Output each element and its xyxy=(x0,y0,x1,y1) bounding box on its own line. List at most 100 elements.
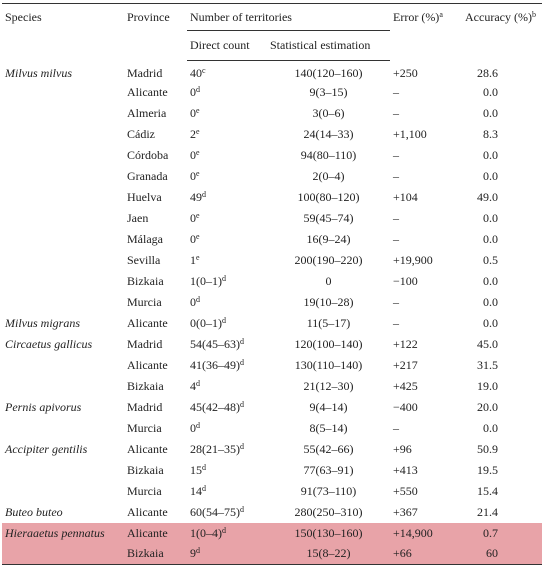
direct-count-cell: 60(54–75)d xyxy=(187,502,267,523)
species-cell xyxy=(2,292,124,313)
accuracy-cell: 28.6 xyxy=(477,65,498,80)
species-cell: Hieraaetus pennatus xyxy=(2,522,124,544)
accuracy-cell: 21.4 xyxy=(477,504,498,519)
direct-count-note: d xyxy=(240,504,244,514)
accuracy-cell: 0.0 xyxy=(483,168,498,183)
estimation-cell: 15(8–22) xyxy=(267,543,390,565)
province-cell: Murcia xyxy=(127,483,162,498)
error-cell: – xyxy=(393,420,399,435)
direct-count-cell: 0e xyxy=(187,208,267,229)
province-cell: Cádiz xyxy=(127,126,155,141)
estimation-cell: 280(250–310) xyxy=(294,504,363,519)
estimation-cell: 8(5–14) xyxy=(309,420,348,435)
species-cell xyxy=(2,166,124,187)
table-row: Murcia 0d 19(10–28) – 0.0 xyxy=(2,292,542,313)
table-row: Milvus milvus Madrid 40c 140(120–160) +250 28… xyxy=(2,61,542,82)
species-cell: Pernis apivorus xyxy=(5,399,82,414)
direct-count: 0 xyxy=(190,210,196,225)
direct-count: 40 xyxy=(190,65,202,80)
direct-count: 2 xyxy=(190,126,196,141)
error-cell: −400 xyxy=(393,399,418,414)
province-cell: Bizkaia xyxy=(124,543,187,565)
species-cell: Buteo buteo xyxy=(5,504,63,519)
table-row: Córdoba 0e 94(80–110) – 0.0 xyxy=(2,145,542,166)
table-row: Bizkaia 15d 77(63–91) +413 19.5 xyxy=(2,460,542,481)
direct-count-note: d xyxy=(240,441,244,451)
direct-count: 28(21–35) xyxy=(190,441,240,456)
direct-count-cell: 45(42–48)d xyxy=(187,397,267,418)
direct-count: 60(54–75) xyxy=(190,504,240,519)
table-row: Accipiter gentilis Alicante 28(21–35)d 55(4… xyxy=(2,439,542,460)
header-accuracy-note: b xyxy=(531,10,536,19)
table-row: Granada 0e 2(0–4) – 0.0 xyxy=(2,166,542,187)
direct-count-note: d xyxy=(196,546,200,556)
error-cell: +217 xyxy=(393,357,418,372)
direct-count-note: d xyxy=(240,357,244,367)
province-cell: Huelva xyxy=(127,189,162,204)
direct-count: 15 xyxy=(190,462,202,477)
accuracy-cell: 0.0 xyxy=(483,315,498,330)
error-cell: +14,900 xyxy=(390,522,462,544)
estimation-cell: 91(73–110) xyxy=(300,483,357,498)
direct-count: 49 xyxy=(190,189,202,204)
province-cell: Bizkaia xyxy=(127,462,164,477)
province-cell: Málaga xyxy=(127,231,163,246)
direct-count-note: d xyxy=(196,84,200,94)
estimation-cell: 100(80–120) xyxy=(297,189,360,204)
table-row: Jaen 0e 59(45–74) – 0.0 xyxy=(2,208,542,229)
accuracy-cell: 0.0 xyxy=(483,105,498,120)
header-direct: Direct count xyxy=(187,30,267,61)
direct-count: 45(42–48) xyxy=(190,399,240,414)
accuracy-cell: 0.0 xyxy=(483,420,498,435)
accuracy-cell: 0.0 xyxy=(483,147,498,162)
error-cell: +66 xyxy=(390,543,462,565)
accuracy-cell: 19.5 xyxy=(477,462,498,477)
province-cell: Alicante xyxy=(127,315,168,330)
direct-count-note: e xyxy=(196,105,200,115)
error-cell: – xyxy=(393,84,399,99)
table-body: Milvus milvus Madrid 40c 140(120–160) +250 28… xyxy=(2,61,542,565)
direct-count-note: e xyxy=(196,147,200,157)
species-cell xyxy=(2,481,124,502)
direct-count: 14 xyxy=(190,483,202,498)
province-cell: Madrid xyxy=(127,336,163,351)
direct-count: 0 xyxy=(190,294,196,309)
estimation-cell: 11(5–17) xyxy=(306,315,351,330)
direct-count-note: e xyxy=(196,231,200,241)
table-row: Cádiz 2e 24(14–33) +1,100 8.3 xyxy=(2,124,542,145)
direct-count-note: d xyxy=(196,294,200,304)
estimation-cell: 59(45–74) xyxy=(303,210,354,225)
direct-count-cell: 0d xyxy=(187,82,267,103)
species-cell xyxy=(2,460,124,481)
province-cell: Alicante xyxy=(127,84,168,99)
direct-count: 0 xyxy=(190,168,196,183)
direct-count-note: d xyxy=(222,273,226,283)
accuracy-cell: 0.0 xyxy=(483,273,498,288)
direct-count-cell: 2e xyxy=(187,124,267,145)
direct-count-note: d xyxy=(222,315,226,325)
accuracy-cell: 50.9 xyxy=(477,441,498,456)
header-estimation: Statistical estimation xyxy=(267,30,390,61)
estimation-cell: 120(100–140) xyxy=(294,336,363,351)
error-cell: +1,100 xyxy=(393,126,427,141)
direct-count-cell: 54(45–63)d xyxy=(187,334,267,355)
error-cell: +413 xyxy=(393,462,418,477)
header-error-text: Error (%) xyxy=(393,10,440,24)
estimation-cell: 200(190–220) xyxy=(294,252,363,267)
species-cell: Milvus milvus xyxy=(5,65,72,80)
estimation-cell: 9(4–14) xyxy=(309,399,348,414)
direct-count-cell: 15d xyxy=(187,460,267,481)
accuracy-cell: 0.0 xyxy=(483,231,498,246)
accuracy-cell: 60 xyxy=(462,543,542,565)
header-row: Direct count Statistical estimation xyxy=(2,30,542,61)
direct-count-cell: 41(36–49)d xyxy=(187,355,267,376)
species-cell xyxy=(2,124,124,145)
error-cell: +19,900 xyxy=(393,252,433,267)
direct-count-note: d xyxy=(202,483,206,493)
direct-count-note: d xyxy=(202,189,206,199)
header-province: Province xyxy=(124,3,187,61)
table-row: Bizkaia 4d 21(12–30) +425 19.0 xyxy=(2,376,542,397)
species-cell xyxy=(2,208,124,229)
direct-count: 41(36–49) xyxy=(190,357,240,372)
